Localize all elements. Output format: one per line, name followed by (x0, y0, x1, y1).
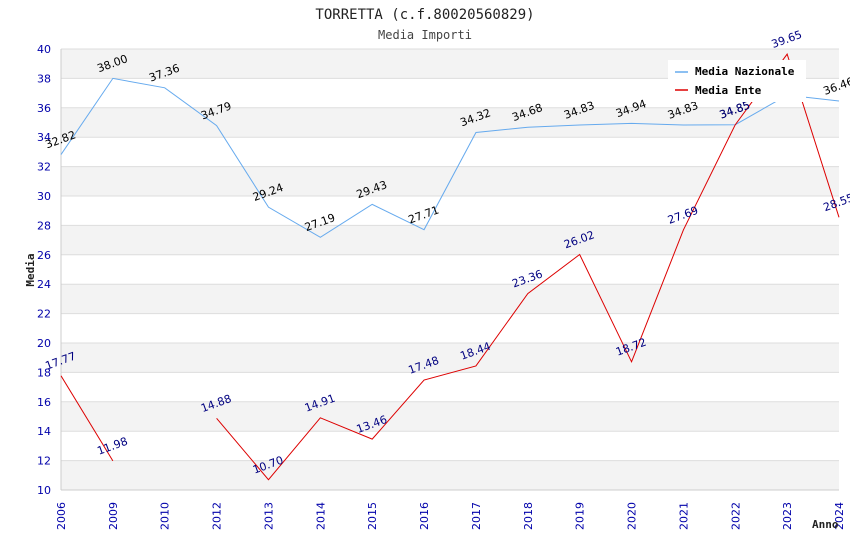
legend-label-media-nazionale: Media Nazionale (695, 65, 795, 78)
x-tick-label: 2013 (262, 502, 275, 530)
grid-band (61, 225, 839, 255)
y-tick-label: 10 (37, 484, 51, 497)
y-tick-label: 14 (37, 425, 51, 438)
series-line-media-nazionale (60, 77, 840, 238)
x-tick-label: 2019 (574, 502, 587, 530)
x-tick-label: 2012 (211, 502, 224, 530)
series-line-media-ente (216, 53, 840, 481)
grid-band (61, 107, 839, 138)
chart-title: TORRETTA (c.f.80020560829) (315, 7, 534, 23)
grid-band (61, 460, 839, 490)
y-tick-label: 40 (37, 43, 51, 56)
x-tick-label: 2020 (626, 502, 639, 530)
y-tick-label: 24 (37, 278, 51, 291)
y-tick-label: 26 (37, 249, 51, 262)
x-tick-label: 2015 (366, 502, 379, 530)
data-label: 11.98 (95, 435, 129, 458)
x-tick-label: 2010 (159, 502, 172, 530)
x-tick-label: 2018 (522, 502, 535, 530)
y-tick-label: 20 (37, 337, 51, 350)
y-tick-label: 38 (37, 72, 51, 85)
y-tick-label: 12 (37, 455, 51, 468)
x-tick-label: 2009 (107, 502, 120, 530)
grid-band (61, 343, 839, 373)
y-tick-label: 16 (37, 396, 51, 409)
y-tick-labels: 10 12 14 16 18 20 22 24 26 28 30 32 34 36 38 40 (37, 43, 51, 497)
series-line-media-ente (60, 375, 114, 462)
y-tick-label: 32 (37, 161, 51, 174)
x-axis-label: Anno (812, 518, 839, 531)
x-tick-label: 2022 (729, 502, 742, 530)
y-axis-label: Media (24, 253, 37, 286)
y-tick-label: 18 (37, 366, 51, 379)
chart-subtitle: Media Importi (378, 28, 472, 42)
y-tick-label: 34 (37, 131, 51, 144)
legend: Media Nazionale Media Ente (668, 60, 806, 102)
x-tick-label: 2014 (314, 502, 327, 530)
y-tick-label: 36 (37, 102, 51, 115)
legend-box (668, 60, 806, 102)
data-label: 27.69 (666, 204, 700, 227)
x-tick-label: 2016 (418, 502, 431, 530)
x-tick-label: 2006 (55, 502, 68, 530)
x-tick-label: 2024 (833, 502, 846, 530)
x-tick-label: 2021 (677, 502, 690, 530)
y-tick-label: 30 (37, 190, 51, 203)
x-tick-label: 2017 (470, 502, 483, 530)
series-lines (60, 53, 840, 481)
y-tick-label: 28 (37, 219, 51, 232)
legend-label-media-ente: Media Ente (695, 84, 762, 97)
x-tick-label: 2023 (781, 502, 794, 530)
x-tick-labels: 2006 2009 2010 2012 2013 2014 2015 2016 2017 2018… (55, 502, 846, 530)
data-label: 39.65 (770, 28, 804, 51)
grid-band (61, 284, 839, 314)
data-label: 27.71 (407, 203, 441, 226)
y-tick-label: 22 (37, 308, 51, 321)
grid-bands (61, 49, 839, 490)
grid-band (61, 401, 839, 432)
